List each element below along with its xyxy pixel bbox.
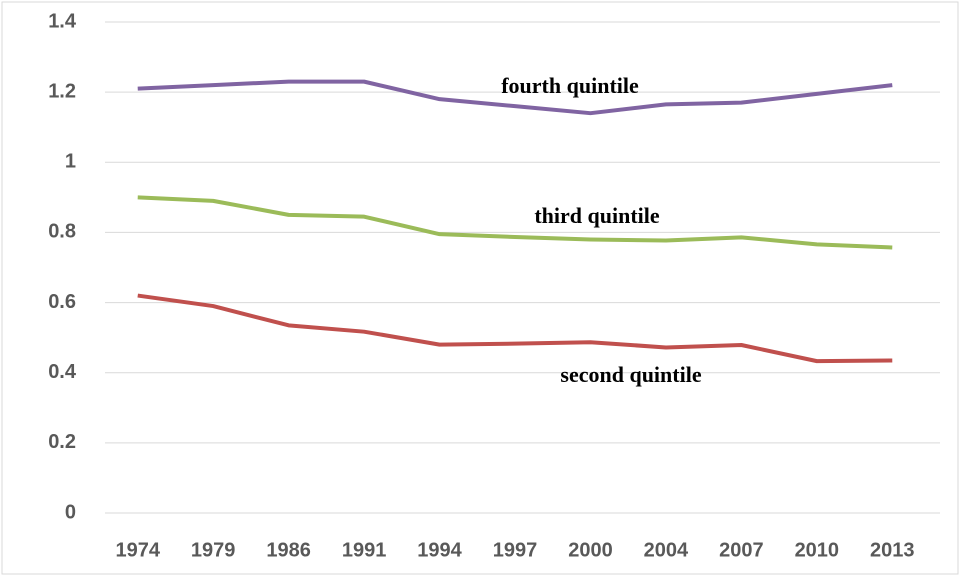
y-tick-label: 1.2 xyxy=(48,80,76,102)
x-tick-label: 2000 xyxy=(568,539,613,561)
series-line xyxy=(137,79,893,116)
x-tick-label: 1986 xyxy=(266,539,311,561)
y-tick-label: 0.4 xyxy=(48,361,77,383)
x-tick-label: 1994 xyxy=(417,539,462,561)
series-label: fourth quintile xyxy=(501,73,639,98)
series-label: third quintile xyxy=(534,203,660,228)
x-tick-label: 2004 xyxy=(644,539,689,561)
series-label: second quintile xyxy=(560,362,701,387)
y-tick-label: 0.2 xyxy=(48,431,76,453)
series-line xyxy=(137,195,893,250)
y-tick-label: 0 xyxy=(65,501,76,523)
x-tick-label: 2013 xyxy=(870,539,915,561)
y-tick-label: 1 xyxy=(65,151,76,173)
x-tick-label: 1991 xyxy=(342,539,387,561)
x-tick-label: 1997 xyxy=(493,539,538,561)
x-tick-label: 2007 xyxy=(719,539,764,561)
x-tick-label: 2010 xyxy=(795,539,840,561)
x-tick-label: 1974 xyxy=(115,539,160,561)
y-tick-label: 0.6 xyxy=(48,291,76,313)
x-tick-label: 1979 xyxy=(191,539,236,561)
y-tick-label: 0.8 xyxy=(48,221,76,243)
y-tick-label: 1.4 xyxy=(48,10,77,32)
series-line xyxy=(137,293,893,364)
